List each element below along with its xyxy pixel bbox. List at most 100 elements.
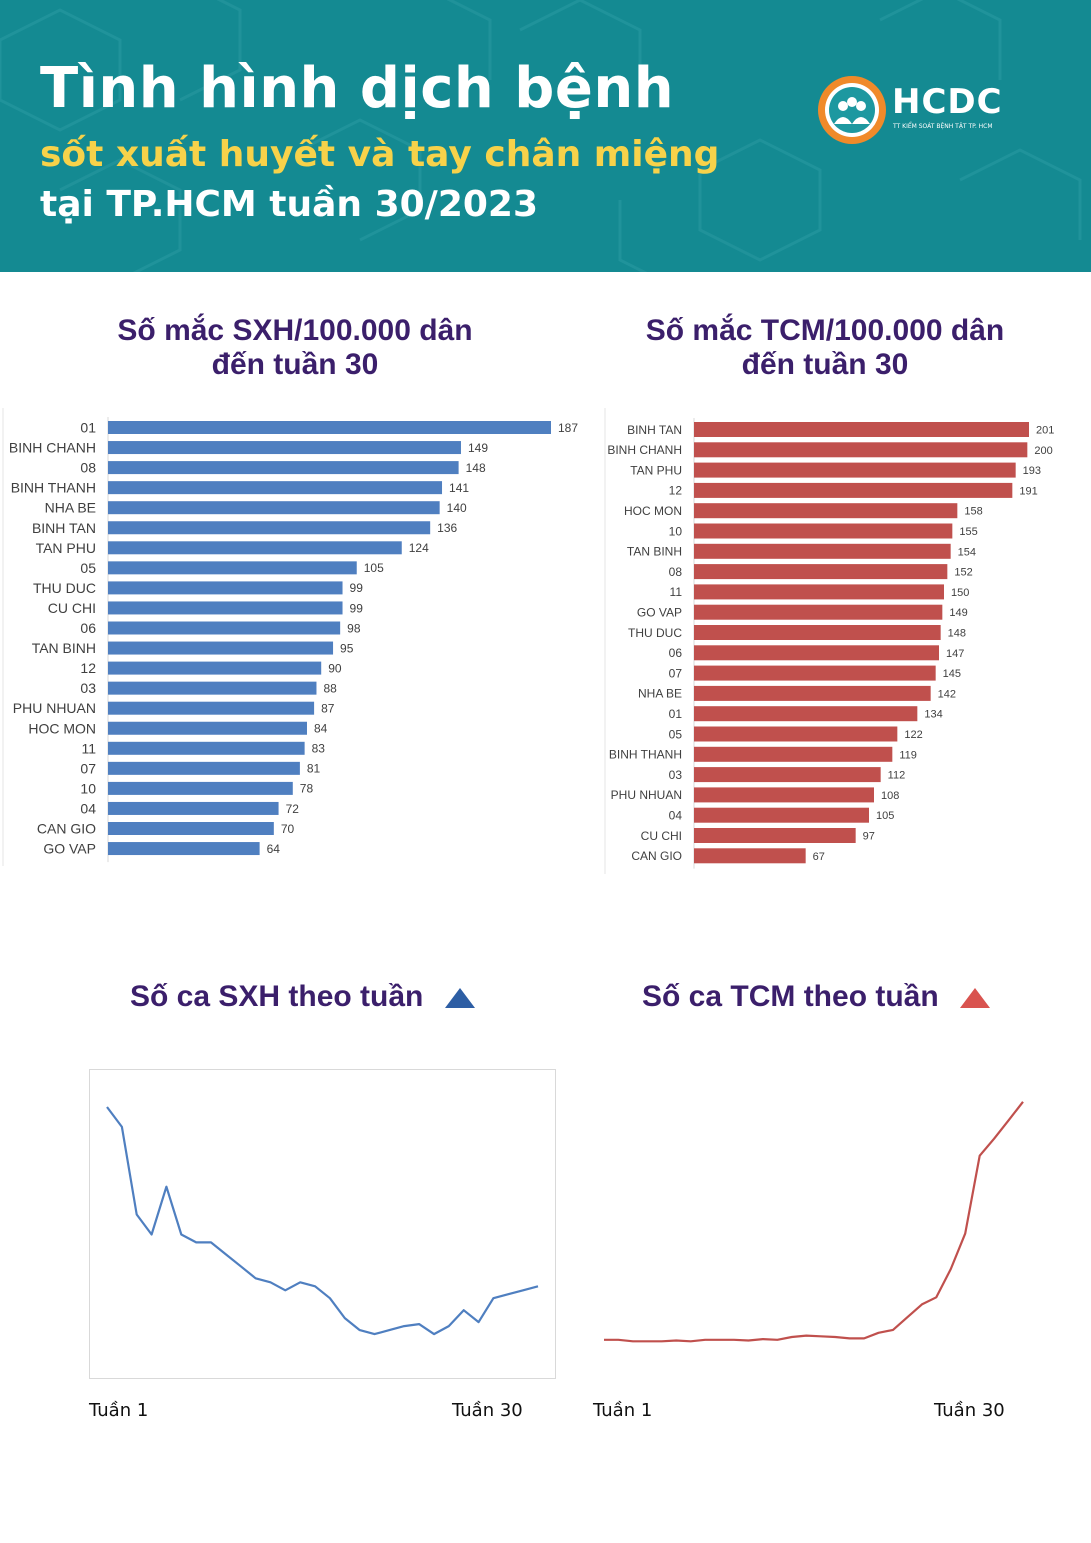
bar-category-label: PHU NHUAN — [611, 788, 682, 802]
bar — [694, 848, 806, 864]
bar-category-label: 10 — [669, 524, 683, 538]
tcm-weekly-title: Số ca TCM theo tuần — [642, 980, 991, 1014]
sxh-week-start-label: Tuần 1 — [89, 1400, 149, 1421]
bar-category-label: BINH THANH — [11, 480, 96, 496]
bar — [108, 621, 341, 635]
bar-category-label: 12 — [80, 660, 96, 676]
bar-value-label: 88 — [323, 681, 337, 695]
bar-category-label: 11 — [670, 585, 683, 599]
bar-value-label: 98 — [347, 621, 361, 635]
bar-category-label: CU CHI — [641, 829, 682, 843]
bar — [108, 521, 431, 535]
bar-category-label: BINH THANH — [609, 748, 682, 762]
bar — [108, 441, 461, 455]
bar — [694, 685, 931, 701]
bar — [108, 781, 293, 795]
bar-category-label: 08 — [80, 460, 96, 476]
bar — [694, 584, 944, 600]
bar — [108, 561, 357, 575]
bar-category-label: HOC MON — [624, 504, 682, 518]
bar-value-label: 155 — [959, 526, 977, 538]
bar-category-label: 06 — [80, 620, 96, 636]
bar-value-label: 83 — [312, 742, 326, 756]
bar-category-label: TAN BINH — [32, 640, 96, 656]
bar — [694, 828, 856, 843]
bar-value-label: 99 — [350, 581, 364, 595]
bar — [694, 706, 918, 722]
up-triangle-icon — [444, 988, 475, 1009]
bar-value-label: 67 — [813, 851, 825, 863]
tcm-weekly-title-text: Số ca TCM theo tuần — [642, 980, 939, 1013]
bar-value-label: 158 — [964, 506, 982, 518]
bar-category-label: 10 — [80, 780, 96, 796]
bar-category-label: 11 — [81, 740, 96, 756]
bar-category-label: PHU NHUAN — [13, 700, 96, 716]
logo-name: HCDC — [892, 82, 1003, 122]
bar — [108, 481, 443, 495]
bar-value-label: 72 — [286, 802, 300, 816]
bar-category-label: 08 — [669, 565, 683, 579]
bar-category-label: CAN GIO — [37, 821, 96, 837]
bar-value-label: 136 — [437, 521, 457, 535]
bar — [108, 822, 274, 835]
bar-category-label: BINH TAN — [32, 520, 96, 536]
bar — [108, 421, 551, 434]
hcdc-emblem-icon — [818, 76, 886, 144]
bar-value-label: 64 — [267, 842, 281, 856]
bar-category-label: BINH CHANH — [607, 443, 682, 457]
bar-category-label: 03 — [669, 768, 683, 782]
bar-value-label: 193 — [1023, 465, 1041, 477]
bar — [108, 842, 260, 856]
bar-category-label: 04 — [80, 800, 96, 816]
bar — [108, 661, 322, 675]
sxh-weekly-plot-frame — [89, 1069, 556, 1379]
bar-value-label: 108 — [881, 790, 899, 802]
tcm-rate-title-line2: đến tuần 30 — [741, 348, 909, 381]
bar-value-label: 84 — [314, 722, 328, 736]
bar-value-label: 201 — [1036, 424, 1054, 436]
bar — [694, 503, 958, 519]
bar-value-label: 70 — [281, 822, 295, 836]
bar — [108, 701, 315, 715]
sxh-weekly-chart — [89, 1069, 556, 1379]
bar — [694, 564, 948, 580]
tcm-rate-title-line1: Số mắc TCM/100.000 dân — [645, 314, 1005, 347]
bar-value-label: 200 — [1034, 445, 1052, 457]
bar — [694, 543, 951, 559]
bar-value-label: 152 — [954, 567, 972, 579]
bar — [108, 501, 440, 515]
bar — [108, 761, 300, 775]
bar-value-label: 99 — [350, 601, 364, 615]
sxh-weekly-title: Số ca SXH theo tuần — [130, 980, 476, 1014]
bar-category-label: 01 — [80, 420, 96, 436]
bar-category-label: 05 — [80, 560, 96, 576]
bar-value-label: 191 — [1019, 485, 1037, 497]
bar-value-label: 95 — [340, 641, 354, 655]
bar-value-label: 112 — [888, 770, 906, 782]
bar-value-label: 140 — [447, 501, 467, 515]
bar — [694, 746, 893, 762]
up-triangle-icon — [960, 988, 991, 1009]
sxh_weekly-series-line — [106, 1106, 539, 1336]
bar-value-label: 78 — [300, 782, 314, 796]
bar — [694, 442, 1028, 458]
bar-value-label: 148 — [948, 627, 966, 639]
sxh-rate-title: Số mắc SXH/100.000 dân đến tuần 30 — [40, 314, 550, 382]
bar-category-label: BINH CHANH — [9, 440, 96, 456]
bar-category-label: HOC MON — [28, 720, 96, 736]
bar — [694, 462, 1016, 478]
bar-category-label: BINH TAN — [627, 423, 682, 437]
tcm-week-start-label: Tuần 1 — [593, 1400, 653, 1421]
bar-category-label: CU CHI — [48, 600, 96, 616]
bar — [694, 625, 941, 640]
bar — [108, 801, 279, 815]
bar-value-label: 154 — [958, 546, 976, 558]
bar-value-label: 149 — [468, 441, 488, 455]
bar — [694, 726, 898, 742]
bar-value-label: 122 — [904, 729, 922, 741]
bar-category-label: TAN PHU — [36, 540, 96, 556]
bar-value-label: 105 — [876, 810, 894, 822]
bar — [694, 767, 881, 783]
tcm_weekly-series-line — [604, 1101, 1024, 1343]
sxh-rate-title-line1: Số mắc SXH/100.000 dân — [117, 314, 473, 347]
